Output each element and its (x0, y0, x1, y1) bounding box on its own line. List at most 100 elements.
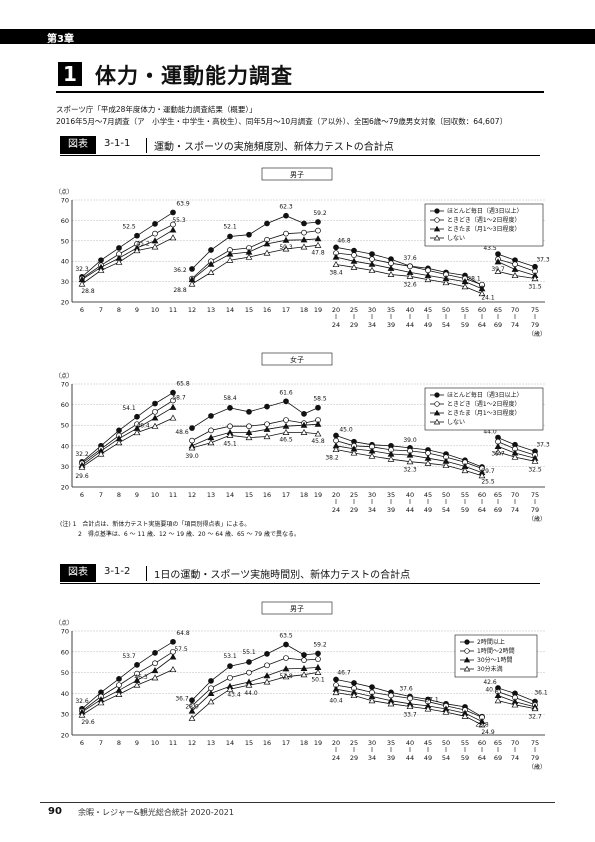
page-title: 体力・運動能力調査 (95, 64, 293, 88)
data-point (368, 697, 376, 704)
x-tick-label: 65 (494, 491, 502, 499)
x-tick-label: 6 (80, 739, 84, 747)
data-label: 45.2 (136, 241, 150, 248)
x-tick-label: 50 (442, 491, 450, 499)
y-tick-label: 40 (61, 442, 69, 450)
figure-header-2: 図表 3-1-2 1日の運動・スポーツ実施時間別、新体力テストの合計点 (60, 564, 540, 584)
x-tick-label: 45 (424, 739, 432, 747)
x-tick-label: 6 (80, 491, 84, 499)
data-point (97, 699, 105, 706)
data-label: 37.1 (425, 696, 439, 703)
data-point (511, 271, 519, 279)
section-number: 1 (58, 62, 82, 86)
x-tick-label: 75 (531, 306, 539, 314)
legend-marker (433, 234, 441, 241)
data-label: 31.5 (528, 284, 542, 291)
data-point (283, 398, 289, 405)
data-label: 58.5 (313, 396, 327, 403)
data-point (300, 243, 308, 250)
legend-entry: ほとんど毎日（週3日以上） (447, 391, 523, 399)
x-tick-label: 9 (135, 739, 139, 747)
x-tick-label: 17 (282, 739, 290, 747)
figure-title: 1日の運動・スポーツ実施時間別、新体力テストの合計点 (154, 570, 411, 581)
data-label: 32.7 (528, 714, 542, 721)
panel-label-box (261, 167, 333, 181)
data-point (301, 652, 307, 658)
data-point (188, 714, 196, 721)
series-line-2 (191, 657, 319, 707)
legend-marker (434, 208, 440, 214)
data-point (301, 411, 307, 417)
data-point (424, 276, 432, 283)
x-tick-label: 14 (226, 491, 234, 499)
data-point (263, 672, 271, 679)
data-point (170, 209, 176, 216)
data-point (315, 227, 321, 234)
x-tick-label: 24 (332, 506, 340, 514)
data-point (369, 684, 375, 691)
data-point (115, 690, 123, 697)
data-point (332, 260, 340, 268)
x-tick-label: 30 (368, 739, 376, 747)
data-point (151, 414, 159, 421)
data-point (332, 445, 340, 453)
data-point (115, 439, 123, 446)
x-tick-label: 18 (300, 306, 308, 314)
x-tick-label: 49 (424, 321, 432, 329)
data-label: 36.7 (175, 695, 189, 702)
data-label: 36.2 (173, 267, 187, 274)
data-point (300, 428, 308, 435)
data-label: 28.8 (81, 288, 95, 295)
data-label: 32.6 (403, 281, 417, 288)
data-point (151, 237, 159, 244)
series-line-2 (81, 224, 174, 279)
data-point (169, 234, 177, 241)
data-point (170, 397, 176, 404)
legend-marker (434, 392, 440, 398)
data-label: 52.5 (122, 224, 136, 231)
data-point (406, 458, 414, 465)
series-line-3 (81, 406, 174, 466)
data-label: 28.0 (185, 703, 199, 710)
x-tick-label: 35 (387, 739, 395, 747)
x-tick-label: 60 (478, 739, 486, 747)
x-tick-label: 79 (531, 754, 539, 762)
data-point (246, 669, 252, 676)
legend-entry: 2時間以上 (477, 638, 505, 646)
note-line-2: 2 得点基準は、6 〜 11 歳、12 〜 19 歳、20 〜 64 歳、65 … (60, 531, 300, 538)
data-point (283, 417, 289, 423)
data-point (314, 668, 322, 675)
data-point (169, 403, 177, 410)
x-tick-label: 70 (511, 491, 519, 499)
data-point (406, 702, 414, 710)
x-tick-label: 59 (461, 754, 469, 762)
data-point (315, 656, 321, 662)
legend-entry: ときどき（週1〜2日程度） (447, 216, 520, 224)
legend-marker (464, 648, 470, 654)
data-point (246, 659, 252, 665)
y-tick-label: 70 (61, 197, 69, 205)
y-tick-label: 20 (61, 732, 69, 740)
data-point (152, 660, 158, 667)
x-tick-label: 16 (263, 739, 271, 747)
x-tick-label: 60 (478, 491, 486, 499)
data-label: 46.8 (337, 237, 351, 244)
data-label: 24.9 (481, 729, 495, 736)
x-tick-label: 20 (332, 491, 340, 499)
series-line-2 (81, 651, 174, 712)
data-point (169, 665, 177, 673)
x-tick-label: 39 (387, 506, 395, 514)
data-point (169, 414, 177, 421)
x-tick-label: 40 (406, 739, 414, 747)
data-point (511, 265, 519, 272)
series-line-2 (191, 419, 319, 441)
data-label: 58.4 (223, 395, 237, 402)
series-line-4 (81, 669, 174, 716)
data-point (116, 245, 122, 251)
data-point (368, 452, 376, 459)
data-point (531, 705, 539, 712)
y-tick-label: 20 (61, 484, 69, 492)
figure-number: 3-1-1 (104, 138, 131, 149)
x-tick-label: 9 (135, 491, 139, 499)
chart-2: 女子 （点） 20 30 40 50 60 70 6 7 8 9 10 11 12 13 14 15 16 17 18 1… (55, 352, 550, 523)
